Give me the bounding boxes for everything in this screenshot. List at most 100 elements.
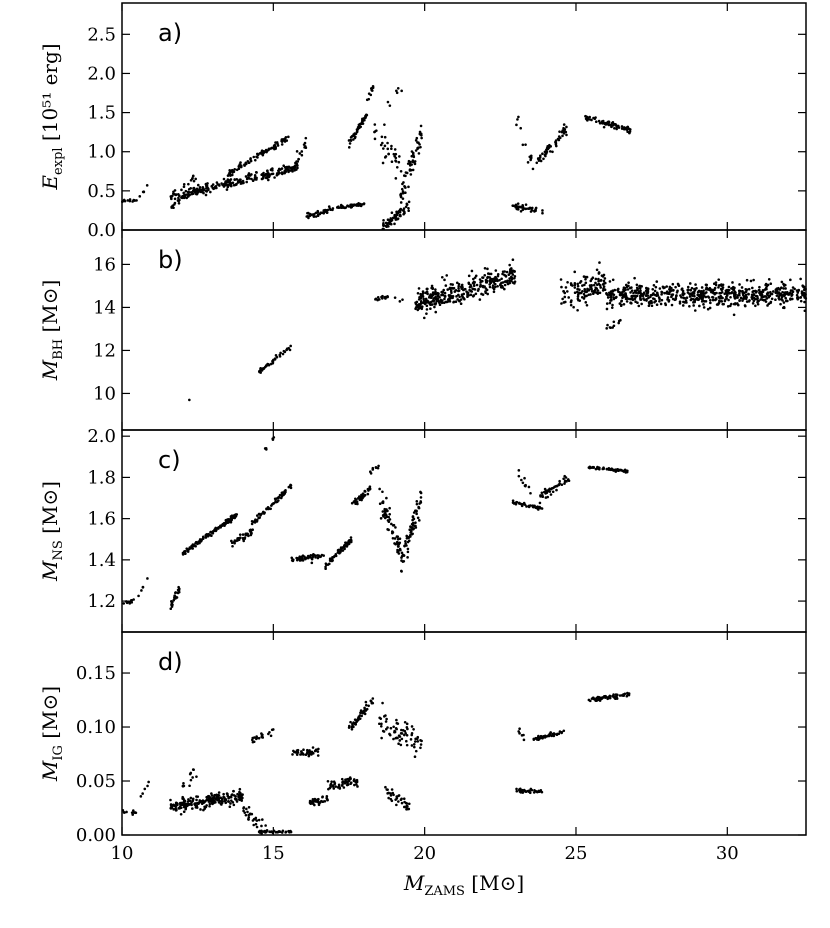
data-point <box>682 300 685 304</box>
data-point <box>346 777 349 781</box>
data-point <box>188 803 191 806</box>
data-point <box>517 115 520 119</box>
data-point <box>414 306 418 309</box>
data-point <box>334 552 338 556</box>
data-point <box>359 204 363 208</box>
data-point <box>692 304 695 307</box>
data-point <box>361 711 364 715</box>
data-point <box>409 525 413 529</box>
data-point <box>307 754 311 758</box>
data-point <box>526 161 530 164</box>
data-point <box>207 187 210 191</box>
data-point <box>313 798 317 802</box>
data-point <box>228 518 231 522</box>
data-point <box>697 294 701 297</box>
data-point <box>329 557 332 560</box>
data-point <box>429 307 432 311</box>
data-point <box>542 735 546 739</box>
data-point <box>255 735 258 738</box>
data-point <box>269 507 272 511</box>
data-point <box>740 286 744 289</box>
data-point <box>434 288 437 291</box>
data-point <box>626 288 630 291</box>
data-point <box>736 302 739 305</box>
data-point <box>617 321 620 325</box>
data-point <box>418 306 422 310</box>
data-point <box>186 800 190 803</box>
data-point <box>529 210 533 213</box>
data-point <box>393 296 397 299</box>
data-point <box>378 487 381 491</box>
data-point <box>344 206 348 209</box>
data-point <box>147 780 150 784</box>
data-point <box>549 731 552 734</box>
point-cluster-0-0 <box>121 198 138 204</box>
data-point <box>356 785 359 788</box>
data-point <box>492 290 496 294</box>
data-point <box>529 207 533 210</box>
data-point <box>732 288 736 292</box>
data-point <box>724 291 728 294</box>
data-point <box>239 536 242 539</box>
data-point <box>582 292 586 296</box>
data-point <box>181 795 184 799</box>
data-point <box>565 125 568 129</box>
data-point <box>430 303 434 306</box>
data-point <box>370 701 374 705</box>
data-point <box>457 299 461 302</box>
data-point <box>395 803 398 807</box>
data-point <box>583 283 586 287</box>
point-cluster-0-17 <box>535 123 568 165</box>
panel-label: d) <box>158 648 183 676</box>
data-point <box>393 148 397 151</box>
data-point <box>173 596 176 599</box>
data-point <box>201 537 205 540</box>
data-point <box>645 298 648 301</box>
data-point <box>700 286 704 289</box>
data-point <box>188 772 192 776</box>
data-point <box>262 171 265 175</box>
data-point <box>518 790 522 793</box>
data-point <box>660 293 663 296</box>
data-point <box>723 299 727 303</box>
data-point <box>525 505 528 508</box>
data-point <box>647 296 650 300</box>
data-point <box>239 164 243 167</box>
data-point <box>211 529 215 533</box>
data-point <box>177 196 180 200</box>
data-point <box>189 546 192 549</box>
data-point <box>584 281 588 285</box>
data-point <box>580 296 584 299</box>
data-point <box>611 278 615 282</box>
data-point <box>620 299 623 303</box>
data-point <box>239 793 242 797</box>
data-point <box>418 519 421 522</box>
data-point <box>441 293 445 297</box>
data-point <box>184 189 188 193</box>
data-point <box>751 286 754 290</box>
data-point <box>204 534 208 537</box>
data-point <box>440 300 443 303</box>
data-point <box>483 273 487 277</box>
data-point <box>353 783 356 787</box>
data-point <box>425 287 429 291</box>
data-point <box>374 298 377 301</box>
data-point <box>577 291 581 294</box>
data-point <box>282 139 285 142</box>
data-point <box>386 295 389 298</box>
data-point <box>399 743 403 747</box>
data-point <box>789 297 792 300</box>
data-point <box>398 300 402 303</box>
data-point <box>576 284 580 288</box>
point-cluster-3-15 <box>532 729 566 741</box>
data-point <box>639 296 642 300</box>
data-point <box>721 286 725 289</box>
data-point <box>235 800 239 803</box>
data-point <box>603 288 607 291</box>
data-point <box>191 798 195 802</box>
data-point <box>588 466 592 470</box>
data-point <box>265 507 268 511</box>
data-point <box>169 803 173 806</box>
data-point <box>721 296 724 300</box>
data-point <box>243 536 247 540</box>
